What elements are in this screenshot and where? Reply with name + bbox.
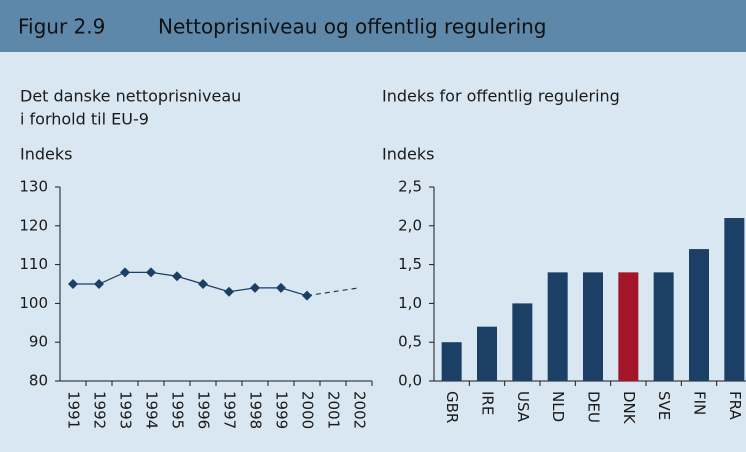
bar	[477, 326, 497, 381]
figure-title: Nettoprisniveau og offentlig regulering	[158, 15, 547, 39]
bar	[441, 342, 462, 381]
x-tick-label: DNK	[620, 391, 638, 425]
bar	[547, 272, 568, 381]
y-tick-label: 2,5	[398, 178, 422, 196]
bar	[689, 249, 709, 381]
x-tick-label: SVE	[655, 391, 673, 420]
data-marker	[120, 267, 130, 278]
bar	[653, 272, 674, 381]
x-tick-label: GBR	[443, 391, 461, 423]
y-tick-label: 80	[29, 372, 48, 390]
data-marker	[94, 279, 104, 289]
x-tick-label: 1994	[143, 391, 161, 429]
data-marker	[172, 271, 182, 282]
chart-title: i forhold til EU-9	[20, 110, 149, 129]
x-tick-label: 1996	[195, 391, 213, 429]
data-marker	[146, 267, 156, 278]
bar	[583, 272, 603, 381]
data-marker	[224, 286, 234, 297]
x-tick-label: DEU	[585, 391, 603, 423]
y-tick-label: 100	[19, 294, 48, 312]
data-marker	[276, 282, 286, 293]
y-tick-label: 0,0	[398, 372, 422, 390]
x-tick-label: 1998	[247, 391, 265, 429]
x-tick-label: IRE	[479, 391, 497, 415]
x-tick-label: 1991	[65, 391, 83, 429]
x-tick-label: FIN	[691, 391, 709, 415]
x-tick-label: 1995	[169, 391, 187, 429]
bar	[512, 303, 533, 381]
data-marker	[68, 279, 78, 289]
x-tick-label: 1999	[273, 391, 291, 429]
x-tick-label: 1993	[117, 391, 135, 429]
x-tick-label: 2002	[351, 391, 369, 429]
x-tick-label: 2000	[299, 391, 317, 429]
x-tick-label: USA	[514, 391, 532, 423]
y-axis-label: Indeks	[382, 145, 434, 164]
x-tick-label: 1992	[91, 391, 109, 429]
figure-number: Figur 2.9	[18, 15, 105, 39]
y-tick-label: 1,5	[398, 255, 422, 273]
data-marker	[250, 282, 260, 293]
x-tick-label: FRA	[726, 391, 744, 420]
chart-title: Det danske nettoprisniveau	[20, 87, 241, 106]
y-tick-label: 90	[29, 333, 48, 351]
y-tick-label: 2,0	[398, 216, 422, 234]
header-bar	[0, 0, 746, 52]
x-tick-label: 2001	[325, 391, 343, 429]
bar	[724, 218, 745, 381]
x-tick-label: NLD	[549, 391, 567, 422]
y-tick-label: 1,0	[398, 294, 422, 312]
y-tick-label: 0,5	[398, 333, 422, 351]
y-axis-label: Indeks	[20, 145, 72, 164]
bar	[618, 272, 639, 381]
y-tick-label: 120	[19, 216, 48, 234]
chart-title: Indeks for offentlig regulering	[382, 87, 620, 106]
data-marker	[198, 279, 208, 289]
y-tick-label: 130	[19, 178, 48, 196]
data-line	[73, 271, 308, 297]
y-tick-label: 110	[19, 255, 48, 273]
x-tick-label: 1997	[221, 391, 239, 429]
